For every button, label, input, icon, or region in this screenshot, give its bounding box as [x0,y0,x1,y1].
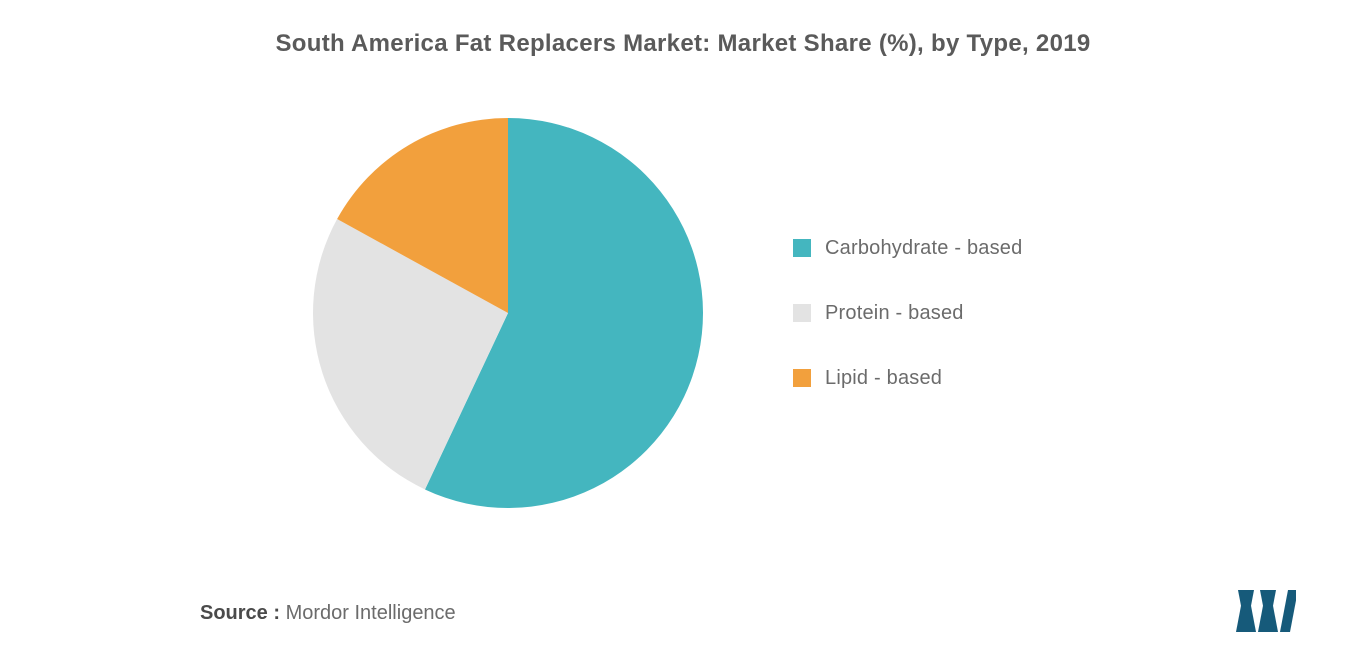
source-name: Mordor Intelligence [286,602,456,624]
logo-bar [1280,590,1296,632]
source-line: Source : Mordor Intelligence [200,602,456,625]
legend-label: Protein - based [825,302,964,325]
source-prefix: Source : [200,602,280,624]
legend-swatch [793,239,811,257]
legend-swatch [793,304,811,322]
legend: Carbohydrate - based Protein - based Lipid… [793,237,1053,390]
pie-chart [313,118,703,508]
legend-label: Carbohydrate - based [825,237,1022,260]
legend-item: Protein - based [793,302,1053,325]
mi-logo-icon [1234,590,1296,637]
chart-container: South America Fat Replacers Market: Mark… [0,0,1366,655]
footer: Source : Mordor Intelligence [0,590,1366,637]
legend-item: Carbohydrate - based [793,237,1053,260]
chart-row: Carbohydrate - based Protein - based Lipid… [60,93,1306,533]
legend-label: Lipid - based [825,367,942,390]
legend-item: Lipid - based [793,367,1053,390]
chart-title: South America Fat Replacers Market: Mark… [60,30,1306,58]
legend-swatch [793,369,811,387]
